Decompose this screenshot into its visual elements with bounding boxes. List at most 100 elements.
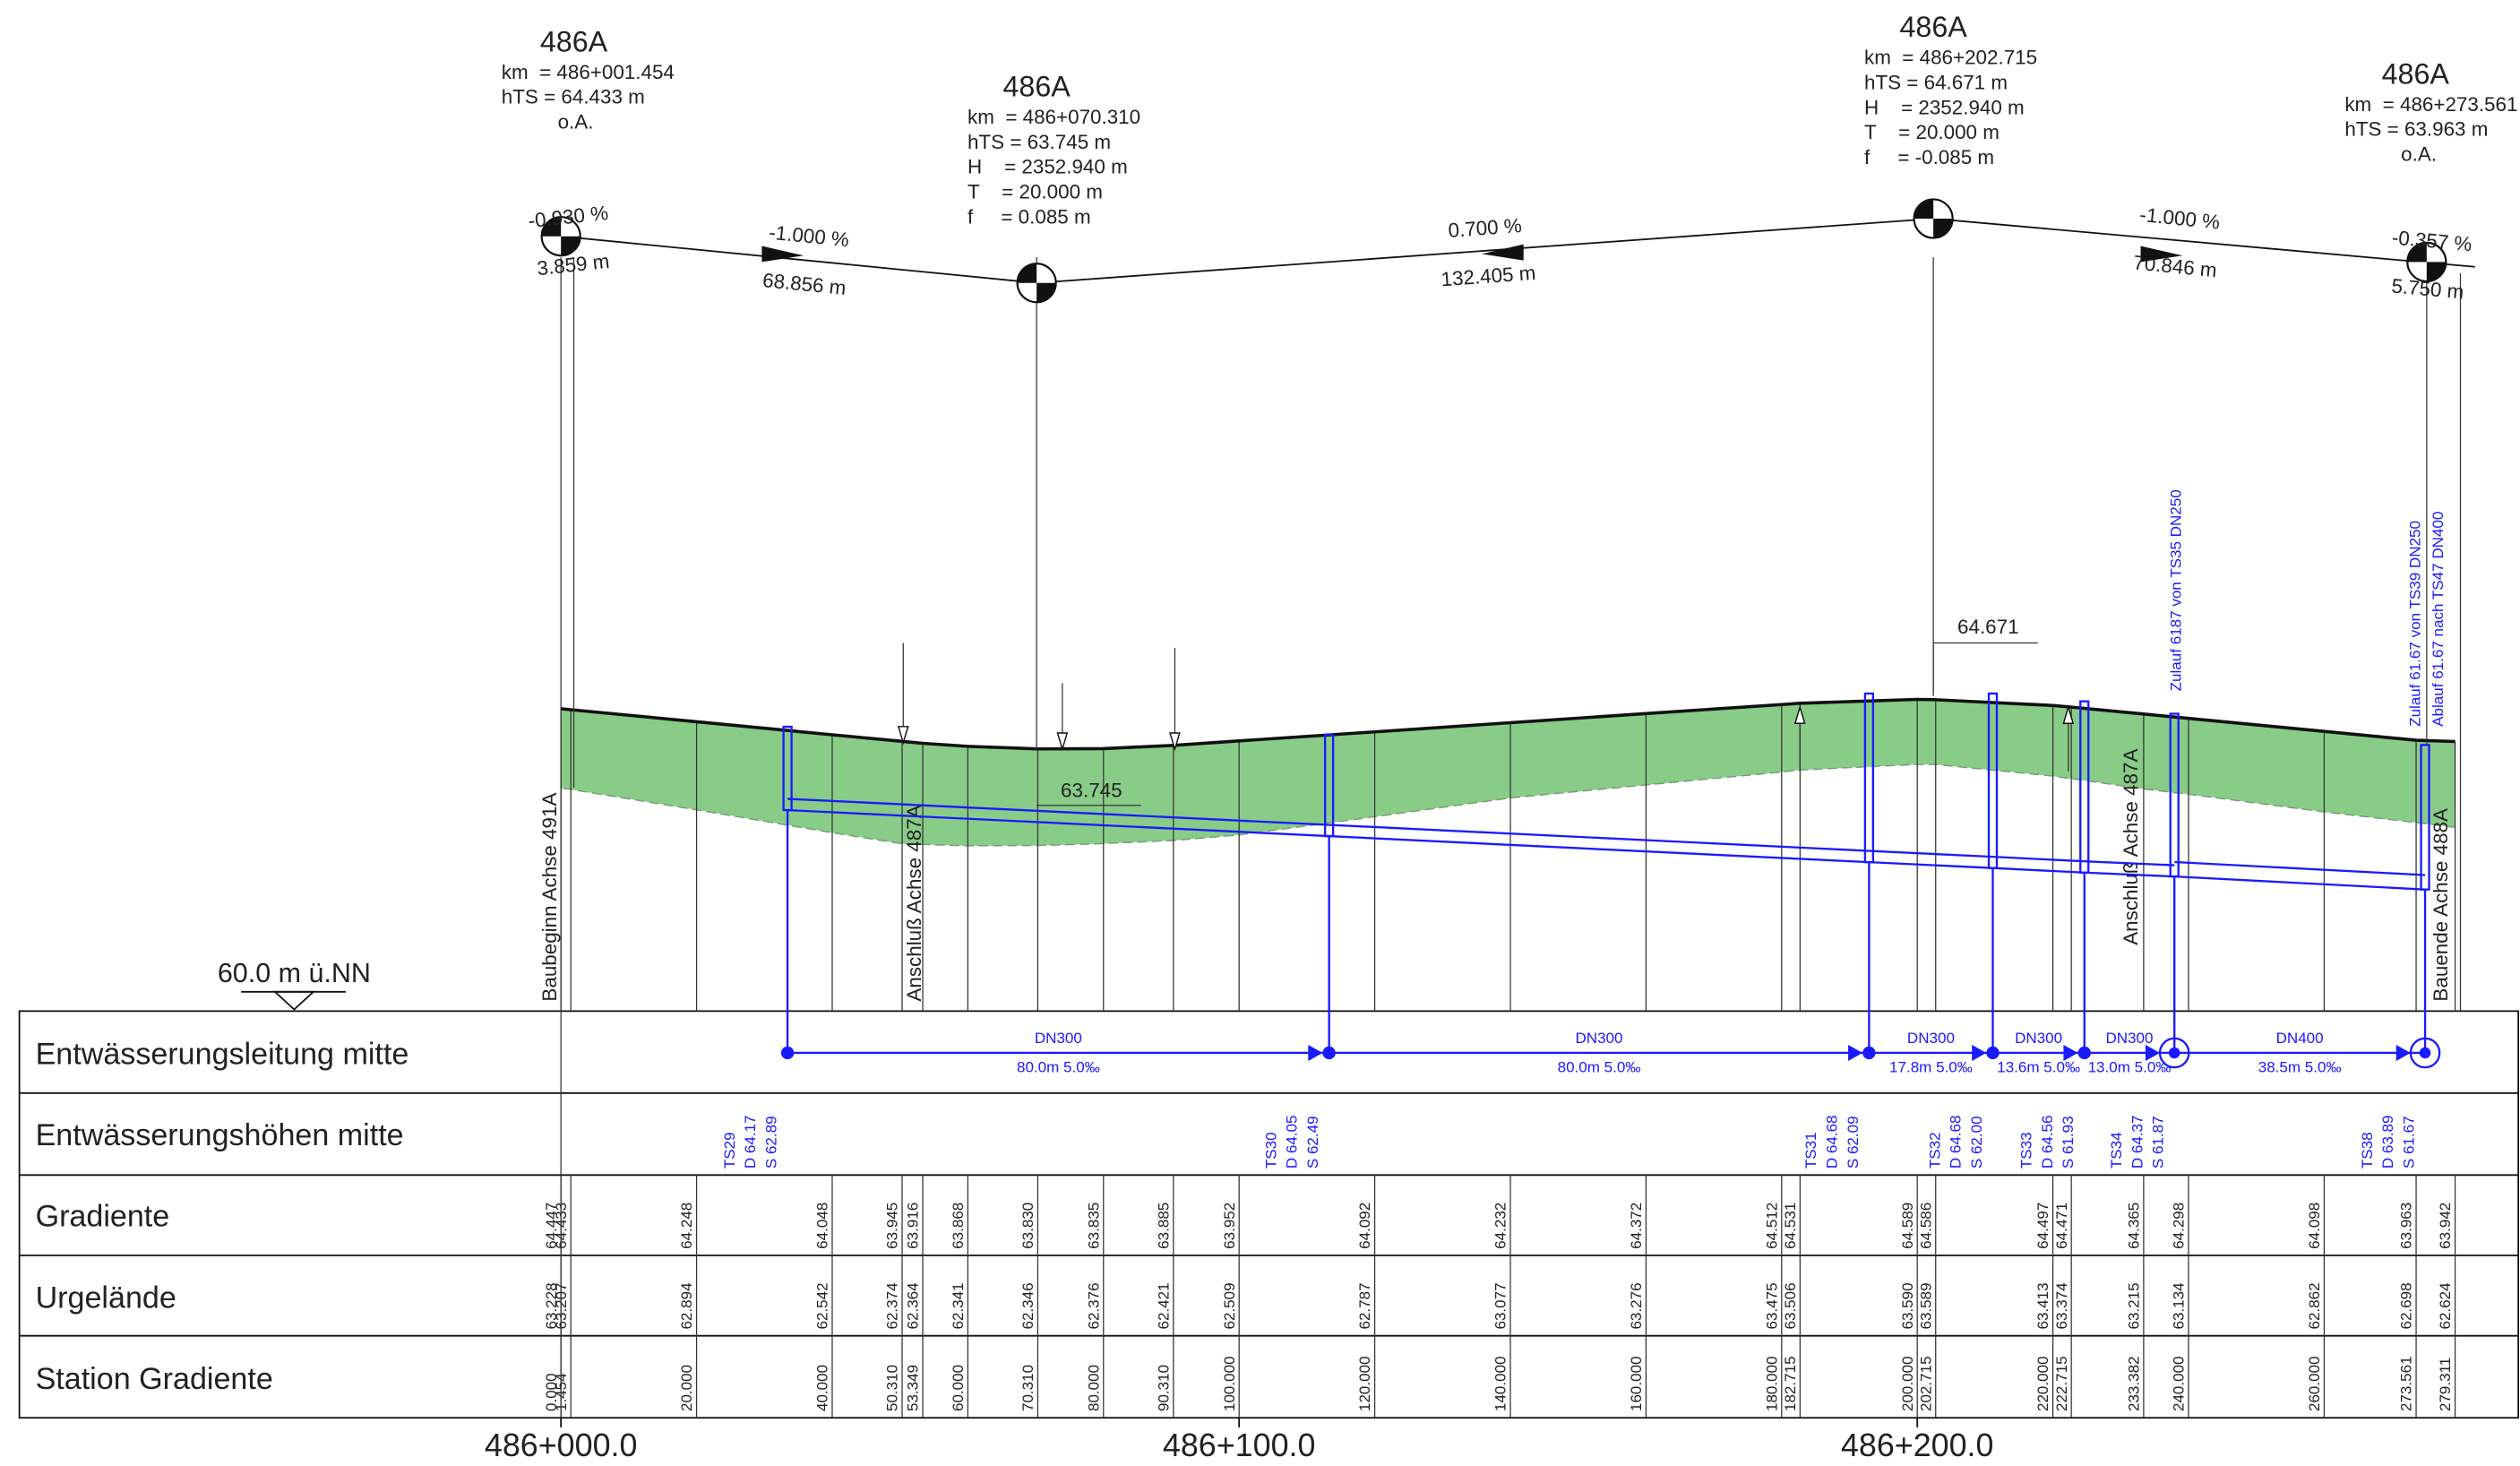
grade-percent: 0.700 % [1448, 214, 1523, 242]
curve-info: km = 486+202.715 [1864, 47, 2037, 69]
row-label: Station Gradiente [36, 1362, 273, 1396]
tangent-line [561, 218, 2475, 284]
manhole-bottom: S 61.93 [2060, 1116, 2077, 1168]
station-value: 233.382 [2126, 1356, 2143, 1411]
axis-note: Bauende Achse 488A [2430, 808, 2452, 1002]
manhole-bottom: S 62.00 [1968, 1116, 1985, 1168]
pipe-size: DN300 [2015, 1030, 2062, 1047]
station-value: 240.000 [2171, 1356, 2188, 1411]
pipe-crown [1329, 824, 1870, 852]
gradient-value: 63.885 [1155, 1203, 1172, 1249]
pipe-crown [2174, 860, 2426, 876]
ground-value: 63.077 [1492, 1282, 1509, 1329]
row-label: Gradiente [36, 1200, 170, 1234]
gradient-value: 64.447 [543, 1203, 560, 1249]
manhole-bottom: S 61.87 [2150, 1116, 2167, 1168]
curve-label: 486A [540, 25, 608, 57]
grade-length: 5.750 m [2391, 274, 2465, 303]
station-value: 202.715 [1917, 1356, 1934, 1411]
pipe-invert [2174, 875, 2426, 891]
marker-head [1169, 732, 1181, 752]
ground-value: 63.589 [1917, 1282, 1934, 1329]
manhole-name: TS34 [2108, 1132, 2125, 1168]
ground-value: 63.374 [2053, 1282, 2070, 1329]
manhole-name: TS32 [1926, 1132, 1943, 1168]
pipe-invert [1992, 867, 2085, 874]
grade-percent: -0.357 % [2391, 226, 2473, 255]
table-frame [18, 1010, 2519, 1419]
gradient-value: 63.835 [1085, 1203, 1102, 1249]
ground-value: 62.346 [1019, 1282, 1036, 1329]
manhole-top: D 64.56 [2039, 1115, 2056, 1168]
marker-head [1793, 704, 1806, 724]
station-value: 90.310 [1155, 1365, 1172, 1411]
pipe-invert [1869, 860, 1993, 869]
ground-value: 62.894 [678, 1282, 695, 1329]
gradient-value: 64.471 [2053, 1203, 2070, 1249]
pipe-spec: 80.0m 5.0‰ [1017, 1059, 1100, 1076]
station-value: 200.000 [1899, 1356, 1916, 1411]
station-value: 279.311 [2437, 1358, 2454, 1411]
pipe-size: DN400 [2276, 1030, 2324, 1047]
pipe-spec: 80.0m 5.0‰ [1558, 1059, 1641, 1076]
pipe-crown [1869, 849, 1993, 858]
grade-arrow [2140, 246, 2183, 263]
ground-value: 63.276 [1628, 1282, 1645, 1329]
pipe-size: DN300 [1907, 1030, 1955, 1047]
curve-symbol-fill [1914, 199, 1953, 238]
chainage-label: 486+000.0 [485, 1427, 638, 1463]
pipe-size: DN300 [1035, 1030, 1082, 1047]
curve-symbol-fill [541, 217, 581, 256]
manhole-top: D 64.05 [1284, 1115, 1301, 1168]
curve-info: hTS = 64.433 m [502, 86, 645, 108]
curve-info: hTS = 63.745 m [968, 131, 1111, 153]
marker-head [2062, 704, 2075, 724]
station-value: 160.000 [1628, 1356, 1645, 1411]
grade-length: 68.856 m [761, 269, 847, 299]
ground-value: 62.509 [1221, 1282, 1238, 1329]
gradient-value: 63.868 [950, 1203, 967, 1249]
curve-info: T = 20.000 m [1864, 121, 2000, 143]
station-value: 120.000 [1356, 1356, 1373, 1411]
grade-length: 3.859 m [536, 250, 610, 280]
pipe-size: DN300 [1575, 1030, 1622, 1047]
marker-head [1056, 732, 1069, 752]
pipe-spec: 38.5m 5.0‰ [2258, 1059, 2342, 1076]
curve-label: 486A [1899, 11, 1967, 43]
pipe-crown [787, 798, 1329, 826]
grade-percent: -1.000 % [768, 221, 850, 252]
gradient-value: 64.497 [2034, 1203, 2051, 1249]
manhole-top: D 64.17 [742, 1115, 759, 1168]
manhole-top: D 64.68 [1823, 1115, 1840, 1168]
datum-label: 60.0 m ü.NN [218, 958, 371, 988]
pipe-crown [2084, 860, 2175, 867]
manhole-bottom: S 61.67 [2400, 1116, 2417, 1168]
ground-value: 63.506 [1782, 1282, 1799, 1329]
gradient-value: 64.092 [1356, 1203, 1373, 1249]
curve-info: hTS = 63.963 m [2344, 118, 2488, 141]
manhole-name: TS38 [2359, 1132, 2376, 1168]
ground-value: 62.421 [1155, 1282, 1172, 1329]
ground-value: 62.624 [2437, 1282, 2454, 1329]
gradient-value: 63.830 [1019, 1203, 1036, 1249]
gradient-value: 64.298 [2171, 1203, 2188, 1249]
chainage-label: 486+200.0 [1841, 1427, 1994, 1463]
station-value: 20.000 [678, 1365, 695, 1411]
row-label: Urgelände [36, 1281, 176, 1315]
pipe-crown [1992, 855, 2085, 863]
gradient-value: 64.512 [1763, 1203, 1780, 1249]
station-value: 273.561 [2398, 1356, 2415, 1411]
gradient-value: 64.586 [1917, 1203, 1934, 1249]
pipe-invert [787, 808, 1329, 838]
ground-value: 63.590 [1899, 1282, 1916, 1329]
chainage-label: 486+100.0 [1163, 1427, 1316, 1463]
ground-value: 63.215 [2126, 1282, 2143, 1329]
manhole-name: TS33 [2018, 1132, 2035, 1168]
curve-info: km = 486+070.310 [968, 106, 1140, 128]
station-value: 0.000 [543, 1373, 560, 1411]
grade-arrow [761, 246, 804, 263]
gradient-value: 63.952 [1221, 1203, 1238, 1249]
station-value: 40.000 [814, 1365, 831, 1411]
inflow-note: Zulauf 6187 von TS35 DN250 [2167, 489, 2184, 691]
